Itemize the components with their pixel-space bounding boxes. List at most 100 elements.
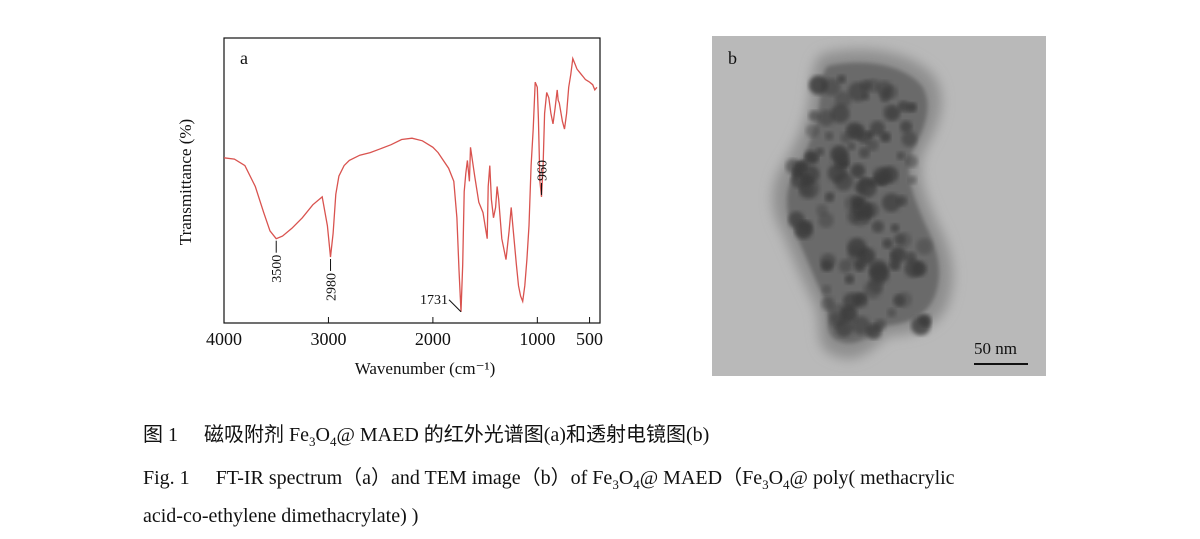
caption-cn-fig-label: 图 1: [143, 424, 178, 446]
nanoparticle: [805, 124, 820, 138]
nanoparticle: [821, 284, 832, 295]
scale-bar-label: 50 nm: [974, 339, 1017, 358]
nanoparticle: [865, 130, 874, 139]
nanoparticle: [876, 80, 893, 97]
panel-label-b: b: [728, 48, 737, 68]
nanoparticle: [871, 220, 884, 233]
tem-particle-aggregate: [772, 49, 953, 359]
annotation-960: 960: [536, 160, 551, 181]
caption-en-fig-label: Fig. 1: [143, 467, 190, 489]
nanoparticle: [880, 131, 891, 143]
nanoparticle: [792, 168, 803, 179]
nanoparticle: [893, 233, 906, 246]
caption-cn-sub1: 3: [309, 434, 316, 449]
nanoparticle: [874, 319, 886, 331]
peak-annotations: 3500 2980 1731 960: [270, 160, 551, 313]
nanoparticle: [868, 259, 888, 279]
panel-label-a: a: [240, 48, 248, 68]
nanoparticle: [854, 211, 863, 221]
nanoparticle: [892, 294, 906, 307]
nanoparticle: [830, 145, 849, 164]
caption-en-text-before: FT-IR spectrum（a）and TEM image（b）of Fe: [215, 467, 613, 489]
nanoparticle: [918, 314, 932, 327]
x-axis-ticks: [223, 317, 591, 323]
nanoparticle: [872, 166, 891, 185]
nanoparticle: [905, 155, 918, 168]
nanoparticle: [843, 292, 860, 310]
nanoparticle: [907, 102, 917, 112]
nanoparticle: [818, 110, 835, 126]
caption-en-sub4: 4: [783, 477, 790, 492]
x-tick-label-500: 500: [576, 329, 603, 349]
nanoparticle: [881, 193, 901, 213]
nanoparticle: [799, 182, 812, 196]
nanoparticle: [866, 79, 880, 93]
nanoparticle: [827, 163, 847, 183]
caption-en-mid2: O: [768, 467, 784, 489]
annotation-1731: 1731: [420, 293, 448, 308]
nanoparticle: [823, 78, 841, 96]
annotation-2980: 2980: [325, 273, 340, 301]
tem-image: b 50 nm: [712, 36, 1046, 376]
nanoparticle: [916, 238, 933, 255]
nanoparticle: [794, 221, 813, 239]
nanoparticle: [907, 175, 917, 185]
annotation-3500: 3500: [270, 255, 285, 283]
caption-en-mid1: O: [618, 467, 634, 489]
x-tick-label-4000: 4000: [206, 329, 242, 349]
caption-english-line1: Fig. 1 FT-IR spectrum（a）and TEM image（b）o…: [143, 461, 955, 493]
x-tick-label-1000: 1000: [519, 329, 555, 349]
nanoparticle: [890, 223, 900, 233]
nanoparticle: [837, 74, 846, 84]
nanoparticle: [824, 131, 834, 141]
nanoparticle: [869, 120, 885, 136]
scale-bar: [974, 363, 1028, 365]
nanoparticle: [904, 259, 923, 278]
nanoparticle: [861, 92, 870, 101]
caption-cn-text-before: 磁吸附剂 Fe: [204, 424, 309, 446]
caption-cn-text-after: @ MAED 的红外光谱图(a)和透射电镜图(b): [336, 424, 710, 446]
nanoparticle: [820, 253, 836, 270]
nanoparticle: [896, 151, 905, 160]
nanoparticle: [838, 259, 853, 273]
nanoparticle: [821, 296, 835, 311]
annotation-leader-1731: [448, 299, 462, 313]
nanoparticle: [882, 238, 893, 249]
tem-nanoparticles: [785, 74, 933, 340]
nanoparticle: [840, 132, 852, 144]
x-axis-tick-labels: 4000 3000 2000 1000 500: [206, 329, 603, 349]
caption-cn-sub2: 4: [329, 434, 337, 449]
nanoparticle: [887, 308, 897, 318]
caption-en-text-mid: @ MAED（Fe: [639, 467, 763, 489]
x-tick-label-3000: 3000: [310, 329, 346, 349]
nanoparticle: [844, 195, 861, 212]
spectrum-line: [223, 56, 598, 312]
x-tick-label-2000: 2000: [415, 329, 451, 349]
nanoparticle: [829, 304, 849, 324]
nanoparticle: [834, 91, 852, 108]
nanoparticle: [866, 139, 879, 152]
nanoparticle: [815, 147, 825, 156]
nanoparticle: [901, 131, 917, 147]
nanoparticle: [804, 150, 819, 165]
nanoparticle: [856, 181, 869, 194]
caption-en-sub1: 3: [612, 477, 619, 492]
nanoparticle: [808, 110, 820, 122]
caption-en-sub3: 3: [762, 477, 769, 492]
nanoparticle: [847, 247, 865, 265]
nanoparticle: [896, 195, 908, 207]
nanoparticle: [808, 75, 828, 95]
nanoparticle: [830, 104, 850, 124]
nanoparticle: [890, 253, 899, 262]
nanoparticle: [824, 194, 834, 203]
nanoparticle: [882, 104, 899, 121]
nanoparticle: [900, 120, 913, 133]
nanoparticle: [847, 142, 856, 151]
ir-spectrum-chart: 4000 3000 2000 1000 500 3500 2980 1731 960 a Tr…: [176, 37, 603, 378]
nanoparticle: [858, 147, 870, 159]
caption-en-text-after: @ poly( methacrylic: [789, 467, 955, 489]
x-axis-label: Wavenumber (cm⁻¹): [355, 359, 496, 378]
y-axis-label: Transmittance (%): [176, 119, 195, 245]
plot-frame: [223, 37, 601, 324]
caption-en-sub2: 4: [633, 477, 640, 492]
